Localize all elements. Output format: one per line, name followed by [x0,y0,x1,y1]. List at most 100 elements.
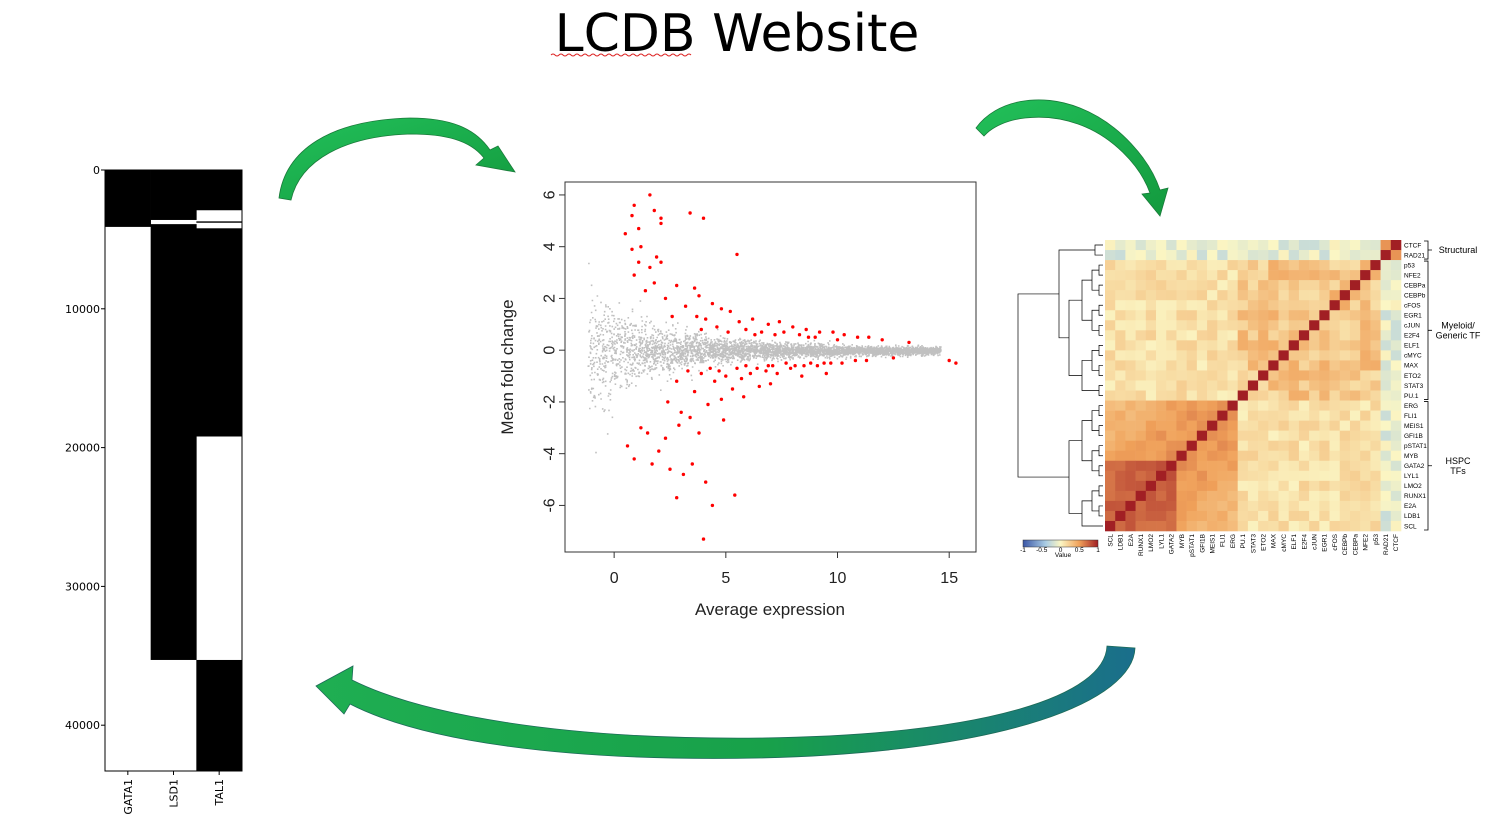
heatmap-cell [1268,340,1279,351]
heatmap-cell [1309,250,1320,261]
ma-significant-point [715,325,719,329]
heatmap-cell [1288,310,1300,321]
ma-significant-point [659,216,663,220]
heatmap-cell [1349,330,1361,341]
heatmap-column-label: CEBPa [1352,534,1359,556]
heatmap-row-label: ERG [1404,403,1418,410]
heatmap-column-label: MYB [1179,534,1186,548]
heatmap-cell [1380,470,1392,482]
heatmap-cell [1156,280,1167,291]
heatmap-cell [1176,340,1187,351]
presence-y-tick-label: 20000 [65,442,100,455]
heatmap-cell [1105,420,1116,431]
heatmap-cell [1390,350,1402,361]
heatmap-cell [1156,330,1167,341]
heatmap-cell [1339,500,1351,512]
ma-significant-point [768,382,773,386]
heatmap-cell [1339,480,1351,492]
heatmap-cell [1390,320,1402,331]
heatmap-group-label: Generic TF [1436,330,1481,340]
heatmap-cell [1278,330,1290,341]
heatmap-cell [1145,420,1157,431]
ma-significant-point [766,364,770,368]
heatmap-cell [1258,410,1269,421]
heatmap-cell [1380,260,1392,271]
heatmap-cell [1309,420,1320,431]
heatmap-cell [1176,320,1187,331]
heatmap-cell [1247,270,1259,281]
heatmap-cell [1237,330,1249,341]
heatmap-cell [1329,410,1341,421]
heatmap-cell [1349,240,1361,251]
heatmap-cell [1145,380,1157,391]
heatmap-column-label: CEBPb [1342,534,1349,556]
heatmap-cell [1349,290,1361,301]
heatmap-cell [1186,390,1198,401]
heatmap-cell [1349,300,1361,311]
heatmap-cell [1196,480,1208,492]
heatmap-cell [1217,330,1228,341]
heatmap-cell [1288,390,1300,401]
heatmap-cell [1390,260,1402,271]
heatmap-group-bracket [1424,401,1432,531]
heatmap-cell [1247,260,1259,271]
heatmap-cell [1390,310,1402,321]
heatmap-cell [1360,440,1371,452]
heatmap-cell [1207,400,1218,411]
heatmap-cell [1309,330,1320,341]
heatmap-cell [1196,410,1208,421]
heatmap-cell [1258,430,1269,441]
colorbar-gradient [1022,539,1099,548]
presence-y-tick-label: 10000 [65,303,100,316]
heatmap-cell [1258,350,1269,361]
heatmap-cell [1186,450,1198,462]
heatmap-cell [1166,380,1177,391]
heatmap-cell [1360,290,1371,301]
heatmap-cell [1370,310,1381,321]
arrow-to-ma-plot [278,117,516,201]
heatmap-cell [1258,240,1269,251]
heatmap-cell [1329,280,1341,291]
ma-significant-point [764,369,768,373]
heatmap-cell [1288,270,1300,281]
heatmap-cell [1105,450,1116,462]
heatmap-cell [1105,250,1116,261]
heatmap-cell [1166,290,1177,301]
heatmap-cell [1166,280,1177,291]
heatmap-column-label: SCL [1107,534,1114,547]
heatmap-cell [1380,280,1392,291]
heatmap-cell [1319,270,1330,281]
heatmap-cell [1135,420,1147,431]
heatmap-cell [1207,460,1218,472]
heatmap-cell [1298,490,1310,502]
heatmap-cell [1319,510,1330,522]
heatmap-cell [1380,250,1392,261]
heatmap-cell [1258,330,1269,341]
heatmap-cell [1176,410,1187,421]
heatmap-column-label: LMO2 [1148,534,1155,552]
heatmap-cell [1156,270,1167,281]
heatmap-cell [1207,290,1218,301]
heatmap-cell [1115,360,1126,371]
heatmap-cell [1207,350,1218,361]
heatmap-cell [1319,460,1330,472]
heatmap-cell [1309,300,1320,311]
heatmap-cell [1176,420,1187,431]
ma-y-tick-label: -4 [542,446,559,460]
heatmap-cell [1207,270,1218,281]
heatmap-column-label: FLI1 [1220,534,1227,547]
heatmap-cell [1217,460,1228,472]
heatmap-group-bracket [1424,260,1432,400]
heatmap-cell [1166,460,1177,472]
heatmap-cell [1135,400,1147,411]
heatmap-cell [1288,450,1300,462]
heatmap-cell [1298,520,1310,532]
heatmap-cell [1278,350,1290,361]
heatmap-cell [1237,280,1249,291]
heatmap-cell [1145,460,1157,472]
heatmap-cell [1166,390,1177,401]
ma-significant-point [625,444,630,448]
heatmap-cell [1258,300,1269,311]
heatmap-cell [1237,290,1249,301]
